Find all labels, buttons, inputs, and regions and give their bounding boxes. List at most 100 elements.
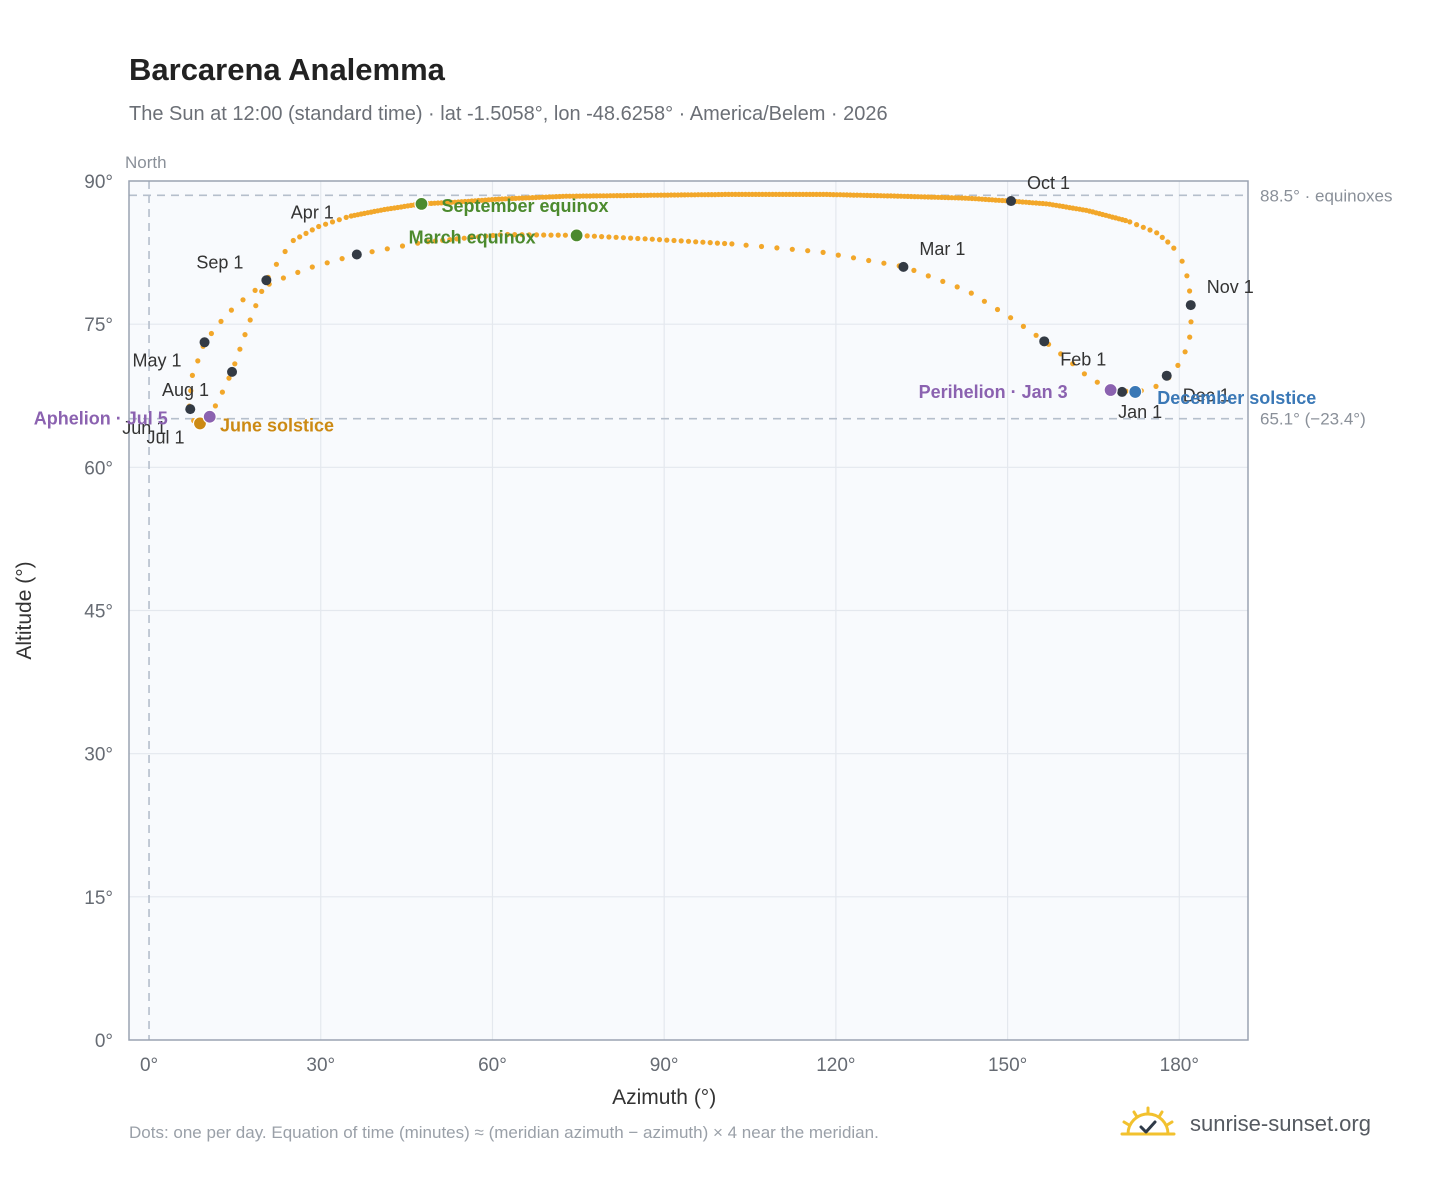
analemma-dot	[758, 243, 765, 250]
event-label: December solstice	[1157, 388, 1316, 408]
analemma-dot	[208, 330, 214, 337]
y-axis-title: Altitude (°)	[13, 561, 36, 659]
month-label: Jan 1	[1118, 402, 1162, 422]
event-marker	[569, 228, 584, 243]
event-label: Perihelion · Jan 3	[919, 382, 1068, 402]
analemma-dot	[343, 214, 349, 220]
analemma-dot	[297, 234, 303, 240]
month-marker	[898, 261, 909, 272]
analemma-dot	[1008, 315, 1014, 321]
analemma-dot	[336, 217, 342, 223]
axes: 0° 30° 60° 90° 120° 150° 180° 0° 15° 30° 45° 60° 75°…	[13, 172, 1199, 1109]
analemma-dot	[954, 284, 960, 290]
analemma-dot	[188, 388, 194, 394]
analemma-dot	[1058, 351, 1064, 357]
month-label: Aug 1	[162, 380, 209, 400]
analemma-dot	[425, 239, 431, 245]
analemma-dot	[252, 287, 258, 293]
chart-title: Barcarena Analemma	[129, 52, 445, 87]
analemma-dot	[399, 243, 406, 249]
analemma-dot	[247, 317, 253, 323]
x-tick-label: 0°	[140, 1055, 158, 1076]
analemma-dot	[714, 240, 721, 246]
event-label: June solstice	[220, 415, 334, 435]
analemma-dot	[1147, 227, 1153, 233]
analemma-dot	[722, 240, 728, 247]
analemma-dot	[671, 237, 677, 244]
analemma-dot	[635, 235, 641, 242]
analemma-dot	[685, 238, 692, 244]
analemma-dot	[476, 234, 482, 240]
analemma-dot	[526, 232, 532, 238]
analemma-dot	[280, 275, 286, 281]
analemma-dot	[290, 237, 296, 244]
analemma-dot	[316, 223, 322, 230]
month-marker	[1161, 370, 1172, 381]
analemma-dot	[240, 297, 246, 303]
reference-line-label: 65.1° (−23.4°)	[1260, 410, 1366, 429]
month-marker	[1039, 336, 1050, 347]
analemma-dot	[613, 234, 619, 240]
analemma-dot	[562, 232, 569, 238]
analemma-dot	[1175, 362, 1181, 368]
analemma-dot	[1020, 323, 1026, 329]
analemma-dot	[348, 213, 354, 219]
analemma-dot	[968, 290, 974, 296]
analemma-dot	[303, 230, 309, 236]
y-tick-label: 30°	[84, 745, 113, 766]
event-marker	[1103, 382, 1118, 398]
analemma-dot	[1187, 334, 1193, 340]
analemma-dot	[1159, 234, 1165, 240]
analemma-dot	[339, 256, 345, 262]
x-tick-label: 90°	[650, 1055, 679, 1076]
analemma-dot	[195, 358, 201, 364]
event-marker	[202, 409, 217, 424]
analemma-dot	[555, 232, 561, 238]
reference-lines: North 88.5° · equinoxes 65.1° (−23.4°)	[125, 153, 1393, 1040]
analemma-dot	[789, 246, 795, 252]
analemma-dot	[606, 234, 612, 240]
analemma-dot	[1127, 219, 1133, 225]
analemma-dot	[994, 306, 1001, 313]
brand[interactable]: sunrise-sunset.org	[1120, 1102, 1371, 1146]
analemma-dot	[584, 233, 590, 239]
analemma-dot	[1154, 230, 1160, 236]
x-axis-title: Azimuth (°)	[612, 1086, 716, 1109]
analemma-dot	[850, 255, 857, 261]
analemma-dot	[369, 249, 375, 255]
month-marker	[199, 337, 210, 348]
analemma-dot	[497, 232, 503, 238]
analemma-dot	[226, 375, 232, 381]
analemma-dot	[548, 232, 554, 238]
event-label: Aphelion · Jul 5	[34, 409, 168, 429]
analemma-dot	[1179, 258, 1185, 264]
analemma-dot	[1165, 239, 1171, 245]
analemma-dot	[218, 318, 224, 324]
analemma-dot	[881, 260, 887, 266]
month-marker	[351, 249, 362, 260]
sun-logo-icon	[1120, 1106, 1176, 1136]
analemma-dot	[700, 239, 706, 245]
event-marker	[414, 196, 429, 212]
analemma-dot	[1033, 332, 1039, 338]
analemma-dot	[504, 231, 511, 238]
analemma-dot	[295, 269, 301, 275]
y-tick-label: 90°	[84, 172, 113, 193]
footnote: Dots: one per day. Equation of time (min…	[129, 1123, 879, 1142]
analemma-dot	[384, 246, 390, 252]
analemma-dot	[228, 307, 234, 313]
analemma-dot	[642, 236, 648, 242]
analemma-dot	[911, 267, 917, 273]
brand-label: sunrise-sunset.org	[1190, 1111, 1371, 1136]
analemma-dot	[591, 233, 598, 239]
analemma-dot	[282, 248, 288, 255]
month-label: Dec 1	[1183, 386, 1230, 406]
analemma-dot	[820, 249, 826, 255]
analemma-dot	[324, 260, 330, 266]
analemma-dot	[1134, 222, 1140, 228]
analemma-dot	[707, 240, 713, 246]
analemma-dot	[1070, 361, 1076, 367]
x-tick-label: 150°	[988, 1055, 1027, 1076]
analemma-dot	[541, 232, 547, 238]
